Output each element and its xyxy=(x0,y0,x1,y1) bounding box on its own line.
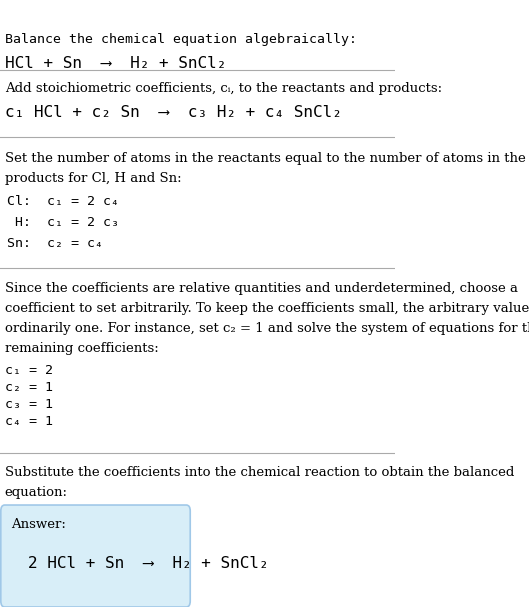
Text: HCl + Sn  ⟶  H₂ + SnCl₂: HCl + Sn ⟶ H₂ + SnCl₂ xyxy=(5,56,226,72)
Text: equation:: equation: xyxy=(5,486,68,499)
Text: coefficient to set arbitrarily. To keep the coefficients small, the arbitrary va: coefficient to set arbitrarily. To keep … xyxy=(5,302,529,315)
Text: 2 HCl + Sn  ⟶  H₂ + SnCl₂: 2 HCl + Sn ⟶ H₂ + SnCl₂ xyxy=(29,555,269,571)
Text: c₃ = 1: c₃ = 1 xyxy=(5,398,53,411)
Text: Balance the chemical equation algebraically:: Balance the chemical equation algebraica… xyxy=(5,33,357,46)
Text: products for Cl, H and Sn:: products for Cl, H and Sn: xyxy=(5,172,181,185)
Text: Sn:  c₂ = c₄: Sn: c₂ = c₄ xyxy=(7,237,103,249)
Text: c₂ = 1: c₂ = 1 xyxy=(5,381,53,394)
Text: c₁ HCl + c₂ Sn  ⟶  c₃ H₂ + c₄ SnCl₂: c₁ HCl + c₂ Sn ⟶ c₃ H₂ + c₄ SnCl₂ xyxy=(5,105,342,120)
Text: Set the number of atoms in the reactants equal to the number of atoms in the: Set the number of atoms in the reactants… xyxy=(5,152,525,164)
Text: Add stoichiometric coefficients, cᵢ, to the reactants and products:: Add stoichiometric coefficients, cᵢ, to … xyxy=(5,82,442,95)
Text: Substitute the coefficients into the chemical reaction to obtain the balanced: Substitute the coefficients into the che… xyxy=(5,466,514,479)
Text: c₄ = 1: c₄ = 1 xyxy=(5,415,53,428)
FancyBboxPatch shape xyxy=(1,505,190,607)
Text: H:  c₁ = 2 c₃: H: c₁ = 2 c₃ xyxy=(7,216,118,229)
Text: ordinarily one. For instance, set c₂ = 1 and solve the system of equations for t: ordinarily one. For instance, set c₂ = 1… xyxy=(5,322,529,335)
Text: c₁ = 2: c₁ = 2 xyxy=(5,364,53,377)
Text: Answer:: Answer: xyxy=(11,518,66,531)
Text: remaining coefficients:: remaining coefficients: xyxy=(5,342,159,355)
Text: Cl:  c₁ = 2 c₄: Cl: c₁ = 2 c₄ xyxy=(7,195,118,208)
Text: Since the coefficients are relative quantities and underdetermined, choose a: Since the coefficients are relative quan… xyxy=(5,282,518,295)
